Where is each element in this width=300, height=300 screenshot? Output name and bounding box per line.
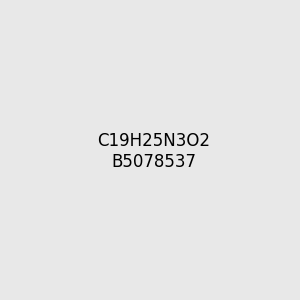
Text: C19H25N3O2
B5078537: C19H25N3O2 B5078537 [97,132,210,171]
